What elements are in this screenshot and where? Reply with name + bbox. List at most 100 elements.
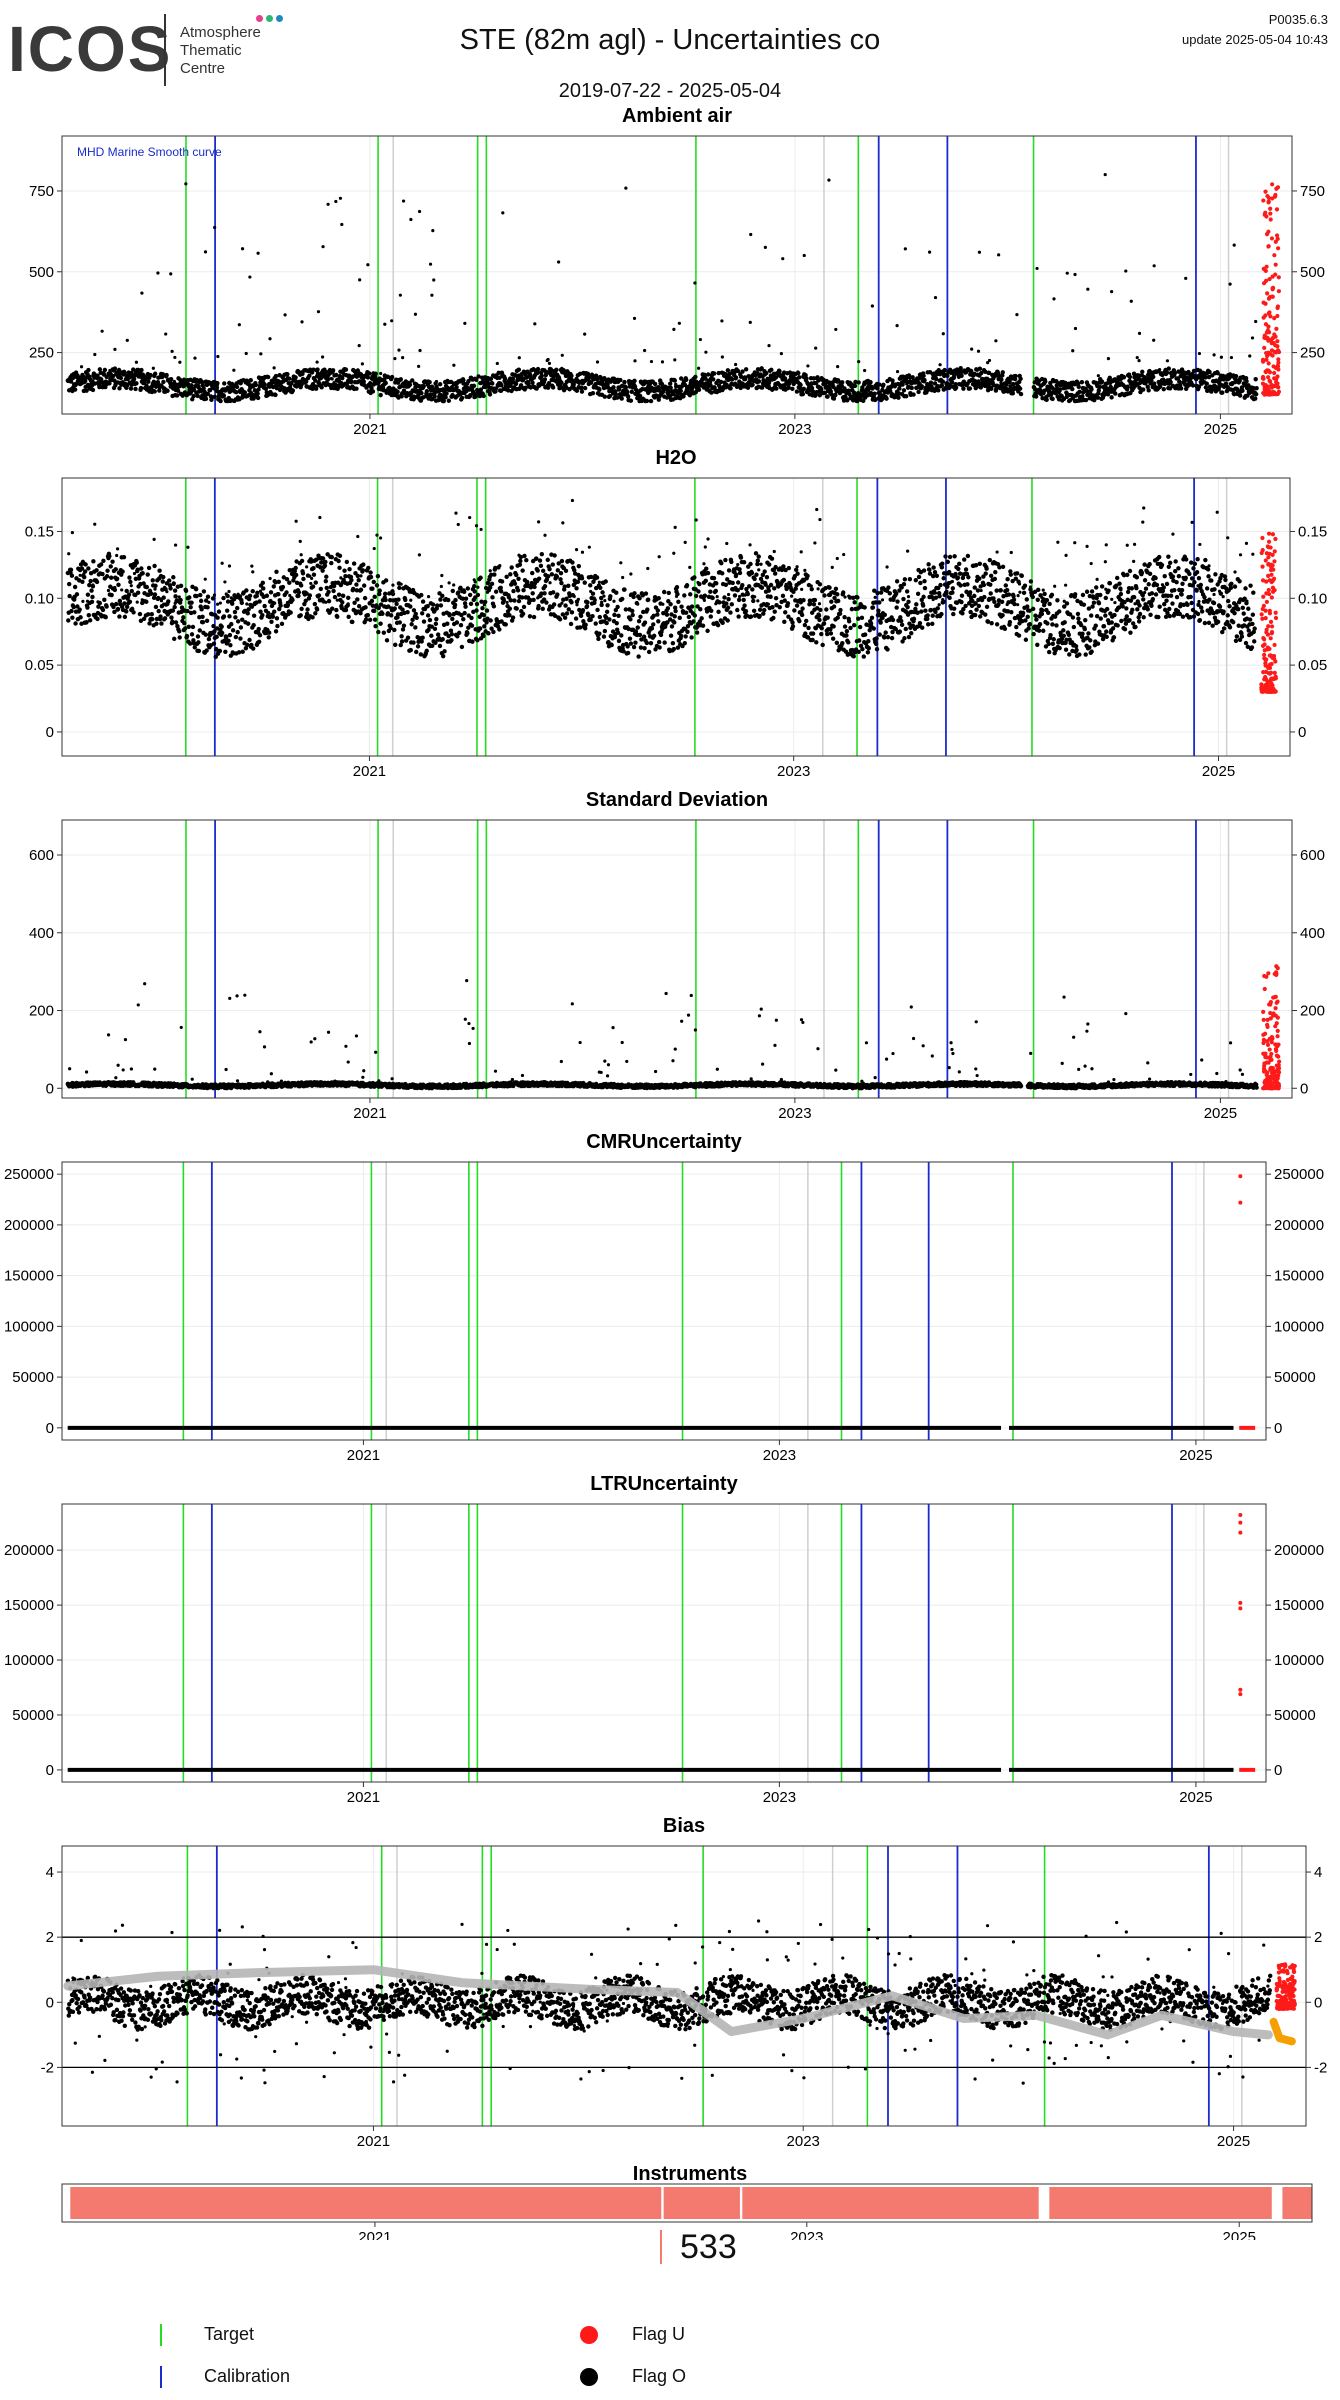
flag-o-point [323, 369, 328, 375]
flag-u-point [1263, 278, 1269, 284]
flag-o-point [547, 566, 552, 572]
flag-o-point [685, 629, 690, 635]
flag-o-point [438, 603, 444, 608]
flag-o-point [108, 575, 114, 580]
flag-o-point [230, 628, 236, 633]
flag-o-spike [1229, 355, 1234, 360]
flag-o-spike [299, 553, 303, 557]
flag-o-spike [356, 534, 360, 539]
flag-o-spike [463, 321, 467, 325]
flag-o-spike [580, 550, 585, 554]
flag-o-point [709, 390, 714, 395]
flag-o-point [904, 394, 909, 399]
flag-o-spike [101, 559, 106, 563]
flag-o-spike [595, 360, 600, 364]
flag-o-point [375, 573, 381, 579]
flag-u-point [1274, 326, 1279, 331]
y-tick-label-left: 500 [29, 264, 54, 281]
flag-o-spike [781, 257, 785, 261]
flag-o-point [122, 614, 128, 620]
flag-o-point [569, 610, 575, 615]
y-tick-label-right: 0.05 [1298, 657, 1327, 674]
flag-o-spike [178, 360, 182, 364]
flag-o-spike [763, 245, 767, 250]
flag-o-point [812, 597, 818, 603]
flag-o-point [336, 558, 341, 564]
flag-o-point [1240, 388, 1245, 393]
flag-u-point [1265, 388, 1270, 393]
flag-o-spike [358, 278, 362, 282]
flag-o-point [335, 614, 340, 619]
flag-o-point [710, 595, 715, 601]
flag-o-spike [169, 272, 173, 276]
flag-o-spike [294, 519, 298, 523]
flag-o-point [692, 575, 697, 580]
flag-o-point [370, 586, 375, 591]
flag-o-point [421, 619, 427, 624]
org-line-3: Centre [180, 60, 226, 77]
flag-o-point [361, 379, 366, 384]
flag-o-point [856, 616, 861, 621]
flag-o-spike [212, 593, 216, 597]
flag-o-spike [753, 595, 757, 599]
flag-o-spike [321, 245, 325, 249]
flag-o-point [196, 640, 201, 645]
flag-o-point [380, 611, 385, 616]
flag-o-point [705, 570, 711, 576]
flag-o-point [98, 562, 104, 567]
flag-o-spike [1124, 269, 1128, 273]
flag-o-point [632, 378, 637, 383]
flag-o-point [498, 589, 504, 594]
flag-o-point [735, 607, 740, 613]
flag-o-point [474, 608, 479, 613]
x-tick-label: 2021 [353, 763, 386, 780]
flag-o-point [877, 600, 882, 605]
flag-o-spike [646, 566, 650, 571]
flag-o-point [340, 593, 346, 599]
flag-o-spike [873, 595, 877, 599]
flag-o-point [233, 615, 238, 620]
flag-o-spike [720, 319, 724, 323]
flag-o-point [245, 611, 250, 616]
flag-o-point [264, 593, 270, 598]
flag-o-point [459, 395, 465, 401]
flag-o-point [72, 584, 78, 590]
flag-o-spike [543, 533, 547, 537]
flag-o-point [618, 377, 623, 383]
flag-o-point [361, 562, 366, 567]
flag-o-point [137, 611, 143, 617]
flag-o-point [108, 564, 113, 569]
flag-o-point [487, 392, 493, 397]
flag-o-point [173, 594, 178, 599]
flag-o-point [635, 625, 640, 630]
flag-o-point [562, 615, 568, 620]
flag-o-point [911, 392, 916, 397]
flag-o-spike [583, 332, 587, 336]
flag-o-point [770, 605, 775, 610]
plot-frame [61, 135, 1293, 415]
flag-o-spike [184, 182, 188, 186]
flag-o-point [732, 593, 738, 598]
flag-o-point [361, 583, 367, 588]
flag-o-point [150, 616, 155, 622]
flag-o-point [1089, 387, 1094, 392]
flag-o-point [811, 602, 817, 607]
flag-o-point [471, 383, 477, 389]
flag-o-spike [1015, 313, 1019, 317]
flag-o-spike [215, 602, 220, 606]
flag-o-point [187, 595, 192, 600]
flag-o-point [538, 563, 544, 569]
flag-o-point [742, 603, 747, 608]
flag-o-point [403, 597, 408, 603]
flag-o-point [276, 592, 281, 597]
flag-o-point [750, 382, 755, 387]
flag-o-point [251, 622, 256, 628]
flag-o-point [78, 615, 83, 620]
flag-o-spike [473, 580, 477, 584]
flag-o-point [288, 610, 293, 615]
flag-u-point [1270, 182, 1275, 187]
flag-o-point [489, 581, 495, 587]
flag-o-point [343, 367, 349, 372]
flag-o-spike [574, 548, 579, 552]
flag-o-point [909, 385, 914, 391]
